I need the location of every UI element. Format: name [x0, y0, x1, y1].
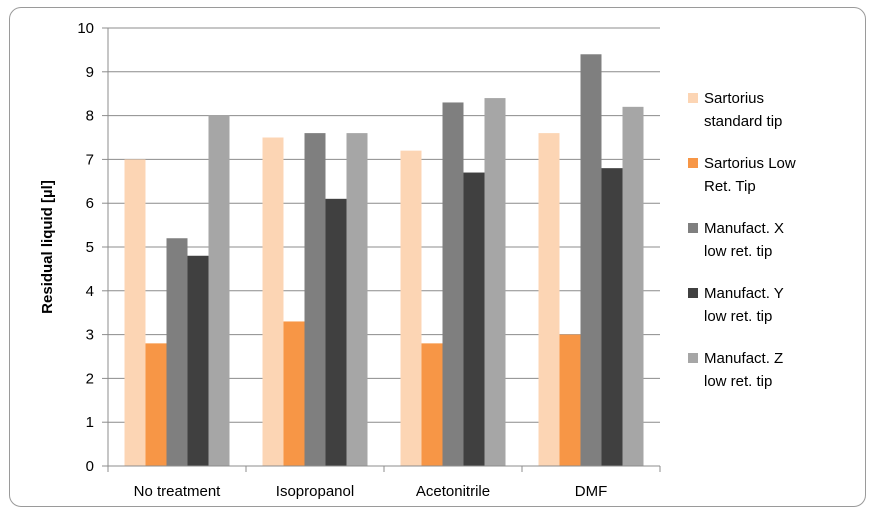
legend-label: low ret. tip [704, 243, 772, 260]
bar [262, 137, 284, 466]
bar [283, 321, 305, 466]
y-tick-label: 8 [86, 108, 94, 125]
x-tick-label: No treatment [134, 483, 222, 500]
x-tick-labels: No treatment Isopropanol Acetonitrile DMF [134, 483, 608, 500]
x-tick-label: Isopropanol [276, 483, 354, 500]
bar [538, 133, 560, 466]
legend-label: low ret. tip [704, 373, 772, 390]
bar [325, 198, 347, 466]
y-tick-label: 1 [86, 414, 94, 431]
legend-swatch [688, 158, 698, 168]
y-tick-label: 9 [86, 64, 94, 81]
legend-swatch [688, 93, 698, 103]
y-tick-label: 5 [86, 239, 94, 256]
legend-item: Manufact. Y low ret. tip [688, 285, 784, 325]
bar [187, 255, 209, 466]
bar [442, 102, 464, 467]
legend-label: Manufact. X [704, 220, 784, 237]
y-tick-label: 6 [86, 195, 94, 212]
y-tick-label: 7 [86, 151, 94, 168]
y-tick-label: 4 [86, 283, 94, 300]
x-tick-label: DMF [575, 483, 608, 500]
bar [463, 172, 485, 467]
bars [124, 54, 644, 467]
legend-item: Manufact. X low ret. tip [688, 220, 784, 260]
legend-item: Sartorius Low Ret. Tip [688, 155, 796, 195]
bar [400, 150, 422, 466]
legend-label: standard tip [704, 113, 782, 130]
bar [421, 343, 443, 466]
bar [346, 133, 368, 466]
legend-item: Manufact. Z low ret. tip [688, 350, 783, 390]
bar [208, 115, 230, 466]
legend-label: Sartorius Low [704, 155, 796, 172]
legend-item: Sartorius standard tip [688, 90, 782, 130]
bar [559, 334, 581, 466]
bar [580, 54, 602, 466]
bar [601, 168, 623, 466]
legend-label: Manufact. Z [704, 350, 783, 367]
y-tick-label: 0 [86, 458, 94, 475]
legend-swatch [688, 353, 698, 363]
legend-label: Manufact. Y [704, 285, 784, 302]
y-tick-label: 10 [77, 20, 94, 37]
bar [166, 238, 188, 466]
bar [484, 98, 506, 466]
legend-label: low ret. tip [704, 308, 772, 325]
legend-label: Sartorius [704, 90, 764, 107]
y-axis-label: Residual liquid [µl] [39, 180, 56, 314]
legend: Sartorius standard tip Sartorius Low Ret. T… [688, 90, 796, 390]
legend-swatch [688, 288, 698, 298]
legend-label: Ret. Tip [704, 178, 756, 195]
y-tick-labels: 0 1 2 3 4 5 6 7 8 9 10 [77, 20, 94, 475]
bar [622, 106, 644, 466]
x-tick-label: Acetonitrile [416, 483, 490, 500]
bar [145, 343, 167, 466]
y-tick-label: 3 [86, 327, 94, 344]
y-tick-label: 2 [86, 370, 94, 387]
axes [107, 28, 661, 472]
legend-swatch [688, 223, 698, 233]
bar [304, 133, 326, 466]
bar [124, 159, 146, 466]
